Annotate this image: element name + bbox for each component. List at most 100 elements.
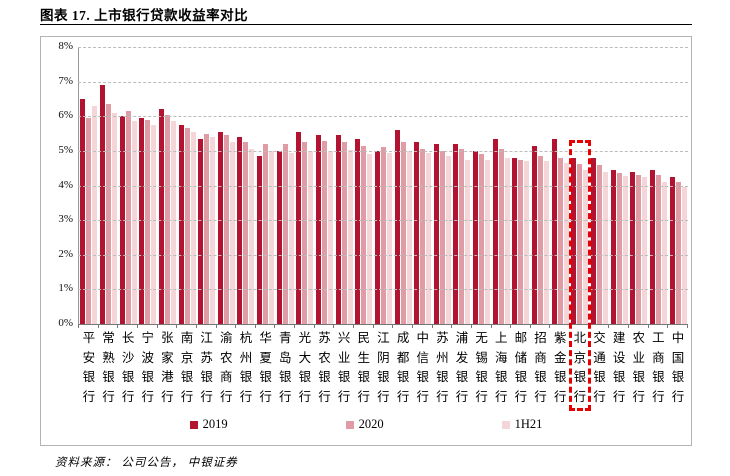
- bar-2019-招商银行: [532, 145, 538, 324]
- bar-2020-民生银行: [361, 145, 367, 324]
- bar-group-紫金银行: [550, 47, 570, 324]
- bar-1H21-交通银行: [602, 171, 608, 324]
- bar-2020-邮储银行: [518, 159, 524, 324]
- gridline-7pct: [78, 81, 688, 83]
- bar-2019-平安银行: [80, 98, 86, 324]
- legend-swatch-2019: [189, 420, 198, 429]
- bar-group-南京银行: [177, 47, 197, 324]
- x-axis-tick: [313, 325, 315, 328]
- gridline-1pct: [78, 289, 688, 291]
- bar-1H21-光大银行: [308, 150, 314, 324]
- bar-group-北京银行: [570, 47, 590, 324]
- y-tick-label-3: 3%: [58, 213, 73, 226]
- bar-1H21-苏农银行: [328, 150, 333, 324]
- bar-1H21-紫金银行: [563, 163, 569, 324]
- bar-2019-渝农商行: [217, 131, 223, 324]
- bar-2020-中信银行: [420, 149, 426, 324]
- bar-2020-张家港行: [164, 114, 170, 324]
- bar-group-浦发银行: [452, 47, 472, 324]
- x-label-宁波银行: 宁波银行: [141, 331, 154, 404]
- y-tick-label-7: 7%: [58, 74, 73, 87]
- x-axis-tick: [569, 325, 571, 328]
- legend-item-2020: 2020: [345, 417, 384, 432]
- bar-2019-农业银行: [630, 171, 636, 324]
- bar-2019-江苏银行: [198, 138, 204, 324]
- bar-2020-青岛银行: [282, 143, 288, 324]
- bar-group-常熟银行: [99, 47, 119, 324]
- bar-2019-中国银行: [669, 176, 675, 324]
- bar-1H21-无锡银行: [485, 159, 491, 324]
- x-axis-tick: [97, 325, 99, 328]
- x-axis-tick: [647, 325, 649, 328]
- legend-item-2019: 2019: [189, 417, 228, 432]
- bar-2019-北京银行: [571, 157, 577, 324]
- bar-2020-北京银行: [577, 164, 583, 324]
- x-label-华夏银行: 华夏银行: [259, 331, 272, 404]
- bar-group-建设银行: [609, 47, 629, 324]
- bar-2019-成都银行: [394, 130, 400, 324]
- x-axis-tick: [588, 325, 590, 328]
- x-axis-tick: [470, 325, 472, 328]
- bar-2020-光大银行: [302, 142, 308, 324]
- bar-2019-交通银行: [590, 157, 596, 324]
- gridline-8pct: [78, 47, 688, 48]
- bar-2020-苏州银行: [439, 150, 445, 324]
- x-axis-tick: [490, 325, 492, 328]
- bar-1H21-浦发银行: [465, 159, 471, 324]
- x-label-邮储银行: 邮储银行: [514, 331, 528, 404]
- x-axis-tick: [117, 325, 119, 328]
- bar-2020-农业银行: [636, 175, 642, 324]
- x-axis-tick: [549, 325, 551, 328]
- x-axis-tick: [687, 325, 688, 328]
- bar-2020-江阴银行: [380, 147, 386, 324]
- x-label-成都银行: 成都银行: [396, 331, 410, 404]
- bar-2019-华夏银行: [257, 156, 263, 324]
- y-tick-label-1: 1%: [58, 282, 73, 295]
- x-label-紫金银行: 紫金银行: [553, 331, 567, 404]
- bar-1H21-青岛银行: [288, 152, 294, 324]
- legend-swatch-2020: [345, 420, 354, 429]
- x-label-建设银行: 建设银行: [612, 331, 626, 404]
- x-axis-tick: [156, 325, 158, 328]
- bar-1H21-上海银行: [504, 157, 510, 324]
- x-label-平安银行: 平安银行: [82, 331, 96, 404]
- bar-1H21-工商银行: [661, 182, 667, 324]
- bar-group-光大银行: [295, 47, 315, 324]
- x-label-苏州银行: 苏州银行: [436, 331, 449, 404]
- gridline-5pct: [78, 150, 688, 152]
- bar-group-上海银行: [491, 47, 511, 324]
- x-axis-tick: [608, 325, 610, 328]
- x-axis-tick: [372, 325, 374, 328]
- bar-1H21-民生银行: [367, 154, 373, 324]
- x-axis-tick: [451, 325, 453, 328]
- x-axis-tick: [431, 325, 433, 328]
- bar-2020-招商银行: [538, 156, 544, 324]
- bar-1H21-平安银行: [92, 105, 98, 324]
- bar-1H21-长沙银行: [131, 121, 137, 324]
- x-axis-tick: [136, 325, 138, 328]
- bar-1H21-农业银行: [642, 176, 648, 324]
- x-label-招商银行: 招商银行: [534, 331, 547, 404]
- source-note: 资料来源： 公司公告， 中银证券: [55, 457, 238, 469]
- title-rule: [40, 24, 692, 25]
- x-label-江苏银行: 江苏银行: [200, 331, 213, 404]
- bar-2019-光大银行: [296, 131, 302, 324]
- bar-2019-浦发银行: [453, 143, 459, 324]
- x-axis-tick: [78, 325, 79, 328]
- bar-2019-杭州银行: [237, 137, 243, 324]
- x-axis-tick: [294, 325, 296, 328]
- bar-2019-无锡银行: [473, 150, 479, 324]
- x-axis-tick: [510, 325, 512, 328]
- bar-2019-紫金银行: [551, 138, 557, 324]
- chart-legend: 2019 2020 1H21: [41, 417, 691, 432]
- bar-group-招商银行: [531, 47, 551, 324]
- bar-1H21-江阴银行: [386, 152, 392, 324]
- x-axis-tick: [195, 325, 197, 328]
- bar-group-工商银行: [649, 47, 669, 324]
- bar-2019-南京银行: [178, 124, 184, 324]
- y-tick-label-5: 5%: [58, 143, 73, 156]
- bar-1H21-江苏银行: [210, 137, 216, 324]
- bar-2020-建设银行: [616, 173, 622, 324]
- bar-1H21-招商银行: [544, 161, 550, 324]
